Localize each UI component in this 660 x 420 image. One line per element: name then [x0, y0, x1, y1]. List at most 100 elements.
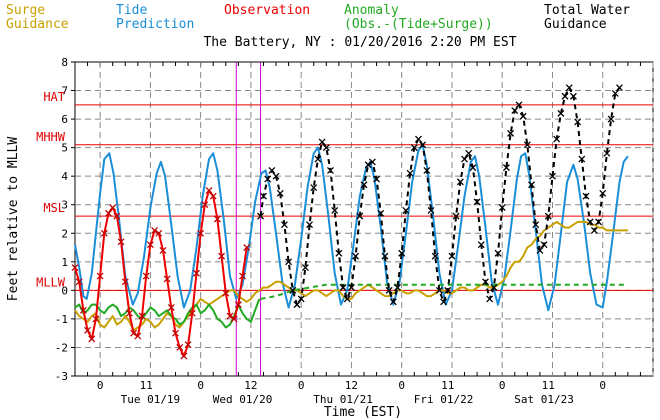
marker-stroke [180, 352, 188, 360]
marker-stroke [276, 189, 284, 197]
data-point-total-water-guidance [553, 135, 561, 143]
marker-stroke [448, 252, 456, 260]
data-point-observation [142, 272, 150, 280]
day-label: Sat 01/23 [514, 393, 574, 406]
marker-stroke [427, 206, 435, 214]
x-tick-label: 0 [499, 379, 506, 392]
legend-tide-label-1: Tide [116, 3, 147, 18]
data-point-total-water-guidance [427, 206, 435, 214]
data-point-total-water-guidance [293, 301, 301, 309]
data-point-total-water-guidance [389, 298, 397, 306]
marker-stroke [394, 284, 401, 291]
series-line-observation [74, 189, 248, 357]
marker-stroke [218, 252, 226, 260]
legend-observation-label-1: Observation [224, 3, 310, 18]
data-point-total-water-guidance [385, 286, 393, 294]
reference-label-hat: HAT [43, 90, 65, 104]
marker-stroke [222, 289, 230, 297]
marker-stroke [557, 109, 565, 117]
marker-stroke [540, 241, 548, 249]
data-point-total-water-guidance [423, 167, 431, 174]
data-point-observation [239, 272, 246, 280]
data-point-total-water-guidance [368, 158, 376, 166]
marker-stroke [565, 84, 573, 92]
data-point-observation [193, 269, 200, 277]
x-tick-label: 0 [97, 379, 104, 392]
data-point-total-water-guidance [490, 284, 498, 291]
marker-stroke [343, 295, 351, 303]
chart-title: The Battery, NY : 01/20/2016 2:20 PM EST [203, 35, 516, 50]
marker-stroke [477, 241, 485, 249]
marker-stroke [578, 155, 586, 163]
legend-total-label-2: Guidance [544, 17, 607, 32]
data-point-total-water-guidance [599, 189, 607, 197]
marker-stroke [297, 295, 305, 303]
marker-stroke [331, 206, 339, 214]
legend-surge-label-2: Guidance [6, 17, 69, 32]
data-point-total-water-guidance [360, 181, 368, 189]
marker-stroke [519, 112, 527, 120]
marker-stroke [96, 272, 104, 280]
marker-stroke [444, 286, 452, 294]
data-point-total-water-guidance [297, 295, 305, 303]
legend-total-label-1: Total Water [544, 3, 630, 18]
data-point-total-water-guidance [482, 278, 489, 286]
legend-surge-label-1: Surge [6, 3, 45, 18]
marker-stroke [603, 149, 611, 157]
marker-stroke [494, 249, 502, 257]
legend-anomaly-label-2: (Obs.-(Tide+Surge)) [344, 17, 493, 32]
data-point-total-water-guidance [314, 155, 322, 163]
series-line-anomaly-obs-tide-surge [74, 298, 261, 329]
marker-stroke [482, 278, 489, 286]
data-point-total-water-guidance [260, 192, 267, 200]
data-point-observation [163, 275, 171, 283]
data-point-observation [121, 278, 129, 286]
marker-stroke [561, 92, 569, 100]
marker-stroke [193, 269, 200, 277]
data-point-observation [146, 241, 154, 249]
marker-stroke [440, 298, 448, 306]
data-point-total-water-guidance [435, 286, 443, 294]
marker-stroke [452, 212, 460, 220]
marker-stroke [410, 144, 418, 152]
y-tick-label: -2 [55, 341, 68, 354]
data-point-observation [105, 209, 112, 217]
marker-stroke [616, 84, 623, 92]
marker-stroke [586, 218, 594, 226]
data-point-observation [71, 264, 79, 271]
data-point-total-water-guidance [616, 84, 623, 92]
data-point-total-water-guidance [456, 178, 464, 186]
marker-stroke [549, 172, 556, 180]
marker-stroke [289, 286, 297, 294]
marker-stroke [414, 135, 422, 143]
marker-stroke [456, 178, 464, 186]
marker-stroke [335, 249, 343, 257]
marker-stroke [352, 252, 360, 260]
marker-stroke [498, 204, 506, 212]
reference-label-msl: MSL [43, 201, 65, 215]
data-point-observation [230, 315, 238, 323]
marker-stroke [582, 192, 590, 200]
marker-stroke [473, 198, 481, 206]
data-point-observation [234, 301, 242, 309]
marker-stroke [356, 212, 364, 220]
marker-stroke [373, 175, 381, 183]
marker-stroke [113, 212, 121, 220]
legend-anomaly-label-1: Anomaly [344, 3, 399, 18]
data-point-total-water-guidance [486, 295, 494, 303]
marker-stroke [511, 107, 519, 114]
data-point-total-water-guidance [452, 212, 460, 220]
data-point-total-water-guidance [448, 252, 456, 260]
data-point-observation [92, 315, 100, 323]
data-point-total-water-guidance [264, 175, 272, 183]
marker-stroke [347, 284, 355, 291]
data-point-total-water-guidance [611, 89, 619, 97]
marker-stroke [172, 329, 179, 337]
marker-stroke [389, 298, 397, 306]
marker-stroke [125, 309, 133, 317]
marker-stroke [197, 229, 205, 237]
data-point-total-water-guidance [574, 118, 582, 126]
marker-stroke [507, 129, 515, 137]
